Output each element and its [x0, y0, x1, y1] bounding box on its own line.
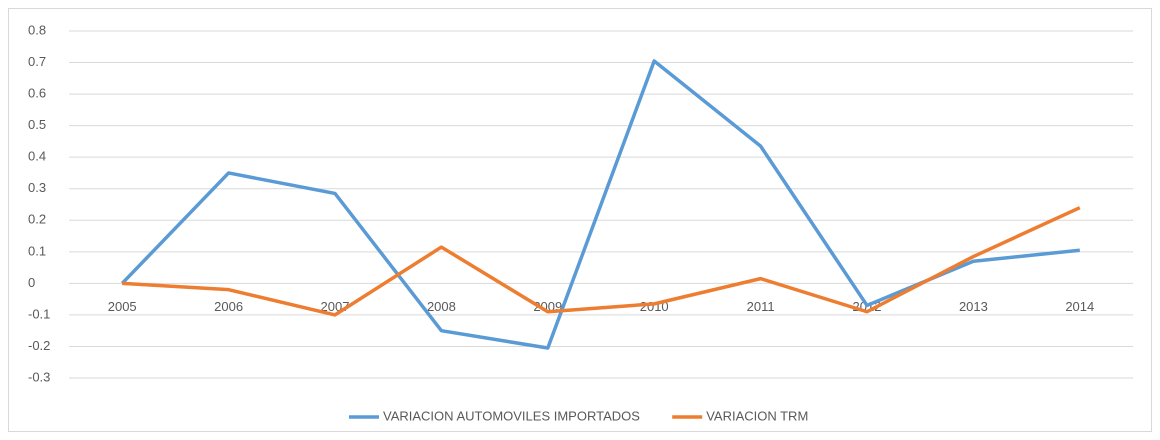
- y-tick-label: 0.7: [28, 54, 46, 69]
- y-tick-label: 0: [28, 275, 35, 290]
- x-tick-label: 2008: [427, 299, 456, 314]
- y-tick-label: 0.6: [28, 86, 46, 101]
- legend-label: VARIACION TRM: [706, 408, 808, 423]
- y-tick-label: -0.1: [28, 306, 50, 321]
- x-tick-label: 2005: [108, 299, 137, 314]
- y-tick-label: 0.5: [28, 117, 46, 132]
- series-line: [122, 206, 1081, 317]
- x-tick-label: 2011: [747, 299, 775, 314]
- y-tick-label: 0.2: [28, 212, 46, 227]
- x-tick-label: 2014: [1065, 299, 1094, 314]
- y-tick-label: 0.3: [28, 180, 46, 195]
- y-tick-label: -0.2: [28, 338, 50, 353]
- legend-label: VARIACION AUTOMOVILES IMPORTADOS: [383, 408, 640, 423]
- y-tick-label: 0.1: [28, 243, 46, 258]
- y-tick-label: 0.8: [28, 22, 46, 37]
- y-tick-label: -0.3: [28, 369, 50, 384]
- y-tick-label: 0.4: [28, 149, 46, 164]
- x-tick-label: 2006: [214, 299, 243, 314]
- x-tick-label: 2013: [959, 299, 988, 314]
